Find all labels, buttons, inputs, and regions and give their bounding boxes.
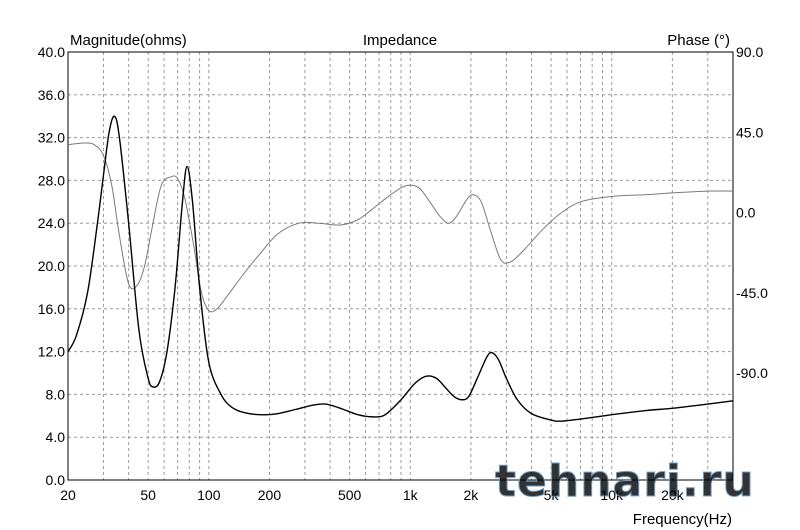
y2-tick-label: 0.0 xyxy=(736,205,756,221)
grid-lines xyxy=(68,52,733,480)
x-tick-label: 2k xyxy=(464,487,480,503)
x-tick-label: 200 xyxy=(258,487,282,503)
watermark-text: tehnari.ru xyxy=(495,456,755,507)
x-tick-label: 20 xyxy=(60,487,76,503)
y-tick-label: 12.0 xyxy=(38,344,65,360)
y2-tick-label: 45.0 xyxy=(736,124,763,140)
x-tick-label: 500 xyxy=(338,487,362,503)
y-tick-label: 28.0 xyxy=(38,172,65,188)
y-tick-label: 40.0 xyxy=(38,44,65,60)
y-tick-label: 0.0 xyxy=(46,472,66,488)
x-tick-label: 50 xyxy=(140,487,156,503)
y-tick-label: 32.0 xyxy=(38,130,65,146)
y-tick-label: 36.0 xyxy=(38,87,65,103)
x-tick-label: 5k xyxy=(544,487,560,503)
data-series xyxy=(67,115,734,422)
y2-axis-label: Phase (°) xyxy=(667,32,730,49)
y-axis-label: Magnitude(ohms) xyxy=(70,32,187,49)
chart-title: Impedance xyxy=(363,32,437,49)
x-axis-label: Frequency(Hz) xyxy=(633,511,732,528)
plot-frame xyxy=(67,51,734,481)
axis-tick-labels: 0.0 4.0 8.0 12.0 16.0 20.0 24.0 28.0 32.0 36.0 40.… xyxy=(38,44,768,503)
y-tick-label: 4.0 xyxy=(46,429,66,445)
y2-tick-label: 90.0 xyxy=(736,44,763,60)
y-tick-label: 8.0 xyxy=(46,386,66,402)
y-tick-label: 20.0 xyxy=(38,258,65,274)
y2-tick-label: -45.0 xyxy=(736,285,768,301)
phase-series-line xyxy=(67,142,734,313)
y-tick-label: 16.0 xyxy=(38,301,65,317)
x-tick-label: 20k xyxy=(661,487,685,503)
x-tick-label: 1k xyxy=(403,487,419,503)
x-tick-label: 100 xyxy=(197,487,221,503)
y-tick-label: 24.0 xyxy=(38,215,65,231)
magnitude-series-line xyxy=(67,115,734,422)
x-tick-label: 10k xyxy=(600,487,624,503)
y2-tick-label: -90.0 xyxy=(736,365,768,381)
